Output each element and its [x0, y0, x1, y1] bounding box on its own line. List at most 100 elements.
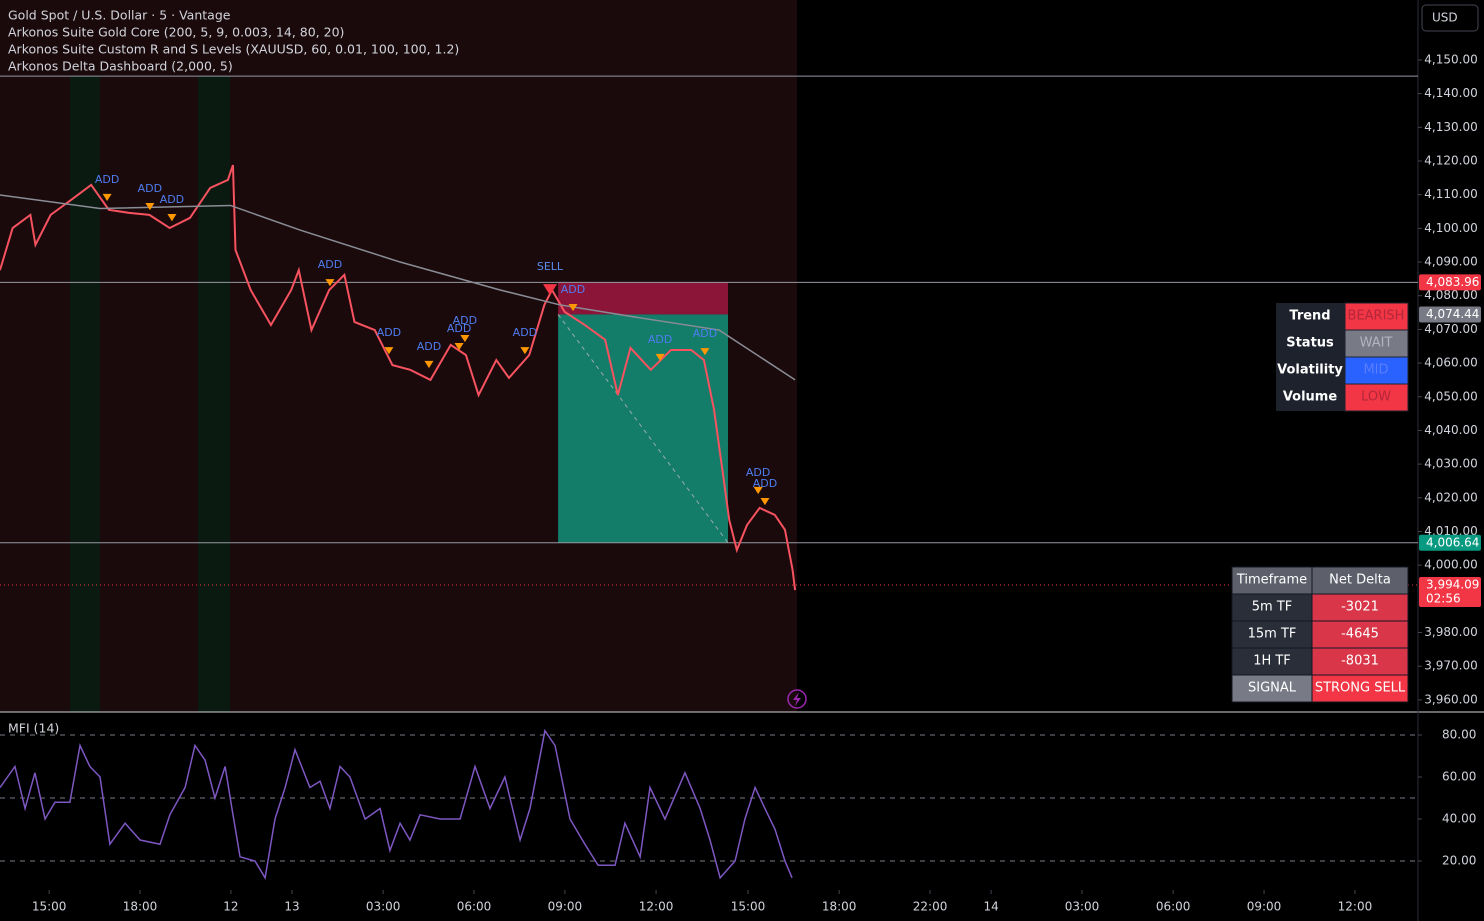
y-tick-label: 20.00: [1442, 854, 1476, 868]
indicator-label: Arkonos Delta Dashboard (2,000, 5): [8, 59, 233, 74]
annotation-marker: [700, 348, 710, 356]
alert-icon[interactable]: [787, 689, 807, 709]
y-tick-label: 80.00: [1442, 727, 1476, 741]
x-tick-label: 22:00: [913, 900, 948, 914]
annotation-marker: [167, 214, 177, 222]
dashboard-value: LOW: [1361, 390, 1391, 405]
annotation-label: ADD: [753, 477, 777, 490]
delta-text: STRONG SELL: [1315, 681, 1406, 696]
y-tick-label: 4,100.00: [1424, 221, 1477, 235]
y-tick-label: 4,120.00: [1424, 153, 1477, 167]
zone-shade: [198, 76, 230, 712]
delta-text: SIGNAL: [1248, 681, 1297, 696]
annotation-marker: [520, 347, 530, 355]
dashboard-label: Volatility: [1277, 363, 1343, 378]
x-tick-label: 09:00: [1247, 900, 1282, 914]
y-tick-label: 4,000.00: [1424, 558, 1477, 572]
price-tag-label: 3,994.09: [1426, 578, 1479, 592]
delta-cell: [1311, 647, 1409, 676]
annotation-label: ADD: [377, 326, 401, 339]
annotation-label: ADD: [453, 314, 477, 327]
annotation-marker: [655, 353, 665, 362]
series-line: [0, 164, 797, 591]
annotation-marker: [454, 343, 464, 351]
price-tag-label: 4,083.96: [1426, 275, 1479, 289]
y-tick-label: 4,150.00: [1424, 52, 1477, 66]
y-tick-label: 4,130.00: [1424, 120, 1477, 134]
delta-text: -3021: [1341, 600, 1379, 615]
x-tick-label: 03:00: [366, 900, 401, 914]
currency-button[interactable]: [1421, 4, 1479, 32]
dashboard-cell: [1276, 384, 1345, 411]
x-tick-label: 15:00: [731, 900, 766, 914]
dashboard-label: Trend: [1289, 309, 1330, 324]
dashboard-cell: [1276, 357, 1345, 384]
annotation-marker: [753, 486, 763, 495]
delta-text: Net Delta: [1329, 573, 1391, 588]
price-tag-label: 4,006.64: [1426, 535, 1479, 549]
price-tag: [1419, 534, 1481, 551]
dashboard-value: BEARISH: [1348, 309, 1405, 324]
y-tick-label: 4,140.00: [1424, 86, 1477, 100]
dashboard-cell: [1276, 303, 1345, 330]
delta-cell: [1231, 674, 1313, 703]
x-tick-label: 14: [983, 900, 998, 914]
x-tick-label: 18:00: [123, 900, 158, 914]
y-tick-label: 4,090.00: [1424, 255, 1477, 269]
delta-text: Timeframe: [1236, 573, 1307, 588]
delta-text: 5m TF: [1252, 600, 1293, 615]
annotation-label: ADD: [561, 283, 585, 296]
dashboard-cell: [1344, 302, 1409, 331]
delta-text: -8031: [1341, 654, 1379, 669]
dashboard-cell: [1344, 356, 1409, 385]
annotation-label: ADD: [513, 326, 537, 339]
x-tick-label: 12:00: [1338, 900, 1373, 914]
annotation-marker: [568, 303, 578, 312]
delta-cell: [1231, 593, 1313, 622]
y-tick-label: 4,070.00: [1424, 322, 1477, 336]
annotation-marker: [102, 193, 112, 202]
delta-text: 15m TF: [1248, 627, 1297, 642]
annotation-marker: [145, 202, 155, 211]
dashboard-cell: [1276, 330, 1345, 357]
delta-text: -4645: [1341, 627, 1379, 642]
annotation-marker: [325, 279, 335, 287]
annotation-marker: [542, 284, 557, 296]
series-line: [0, 728, 793, 880]
target-zone: [558, 314, 728, 543]
y-tick-label: 4,060.00: [1424, 356, 1477, 370]
y-tick-label: 4,010.00: [1424, 524, 1477, 538]
y-tick-label: 4,030.00: [1424, 457, 1477, 471]
countdown: 02:56: [1426, 592, 1461, 606]
x-tick-label: 09:00: [548, 900, 583, 914]
annotation-marker: [760, 497, 770, 506]
annotation-marker: [460, 334, 470, 343]
dashboard-cell: [1344, 383, 1409, 412]
annotation-label: ADD: [417, 340, 441, 353]
dashboard-value: WAIT: [1360, 336, 1393, 351]
y-tick-label: 3,980.00: [1424, 625, 1477, 639]
x-tick-label: 06:00: [457, 900, 492, 914]
y-tick-label: 40.00: [1442, 812, 1476, 826]
currency: USD: [1432, 11, 1458, 25]
indicator-label: Arkonos Suite Custom R and S Levels (XAU…: [8, 42, 459, 57]
y-tick-label: 4,080.00: [1424, 288, 1477, 302]
x-tick-label: 15:00: [32, 900, 67, 914]
y-tick-label: 60.00: [1442, 770, 1476, 784]
annotation-label: ADD: [648, 333, 672, 346]
dashboard-label: Status: [1286, 336, 1334, 351]
x-tick-label: 06:00: [1156, 900, 1191, 914]
alert-bolt: [793, 692, 801, 706]
delta-text: 1H TF: [1253, 654, 1291, 669]
delta-cell: [1311, 674, 1409, 703]
annotation-label: ADD: [693, 327, 717, 340]
y-tick-label: 4,020.00: [1424, 490, 1477, 504]
x-tick-label: 03:00: [1065, 900, 1100, 914]
price-tag: [1419, 577, 1481, 608]
annotation-label: ADD: [95, 173, 119, 186]
annotation-label: ADD: [318, 258, 342, 271]
price-tag-label: 4,074.44: [1426, 307, 1479, 321]
x-tick-label: 13: [284, 900, 299, 914]
